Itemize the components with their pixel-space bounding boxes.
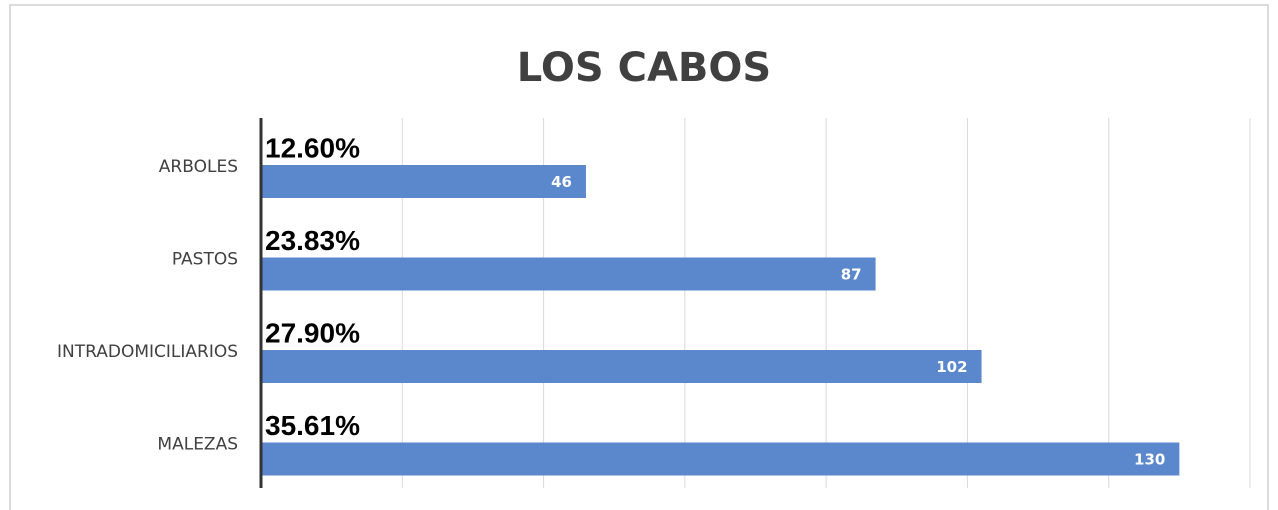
bar xyxy=(261,350,982,383)
percent-label: 12.60% xyxy=(265,132,360,163)
y-tick-label: ARBOLES xyxy=(159,157,238,177)
bar xyxy=(261,442,1180,476)
bar xyxy=(261,165,586,198)
data-label: 46 xyxy=(551,173,572,191)
chart-title: LOS CABOS xyxy=(517,45,771,91)
y-tick-label: MALEZAS xyxy=(157,435,238,455)
data-label: 87 xyxy=(841,266,862,284)
percent-label: 23.83% xyxy=(265,225,360,256)
bar xyxy=(261,257,876,291)
data-label: 102 xyxy=(936,358,967,376)
percent-label: 27.90% xyxy=(265,317,360,348)
data-label: 130 xyxy=(1134,451,1165,469)
percent-label: 35.61% xyxy=(265,410,360,441)
y-tick-label: PASTOS xyxy=(172,250,238,270)
y-tick-label: INTRADOMICILIARIOS xyxy=(57,342,238,362)
